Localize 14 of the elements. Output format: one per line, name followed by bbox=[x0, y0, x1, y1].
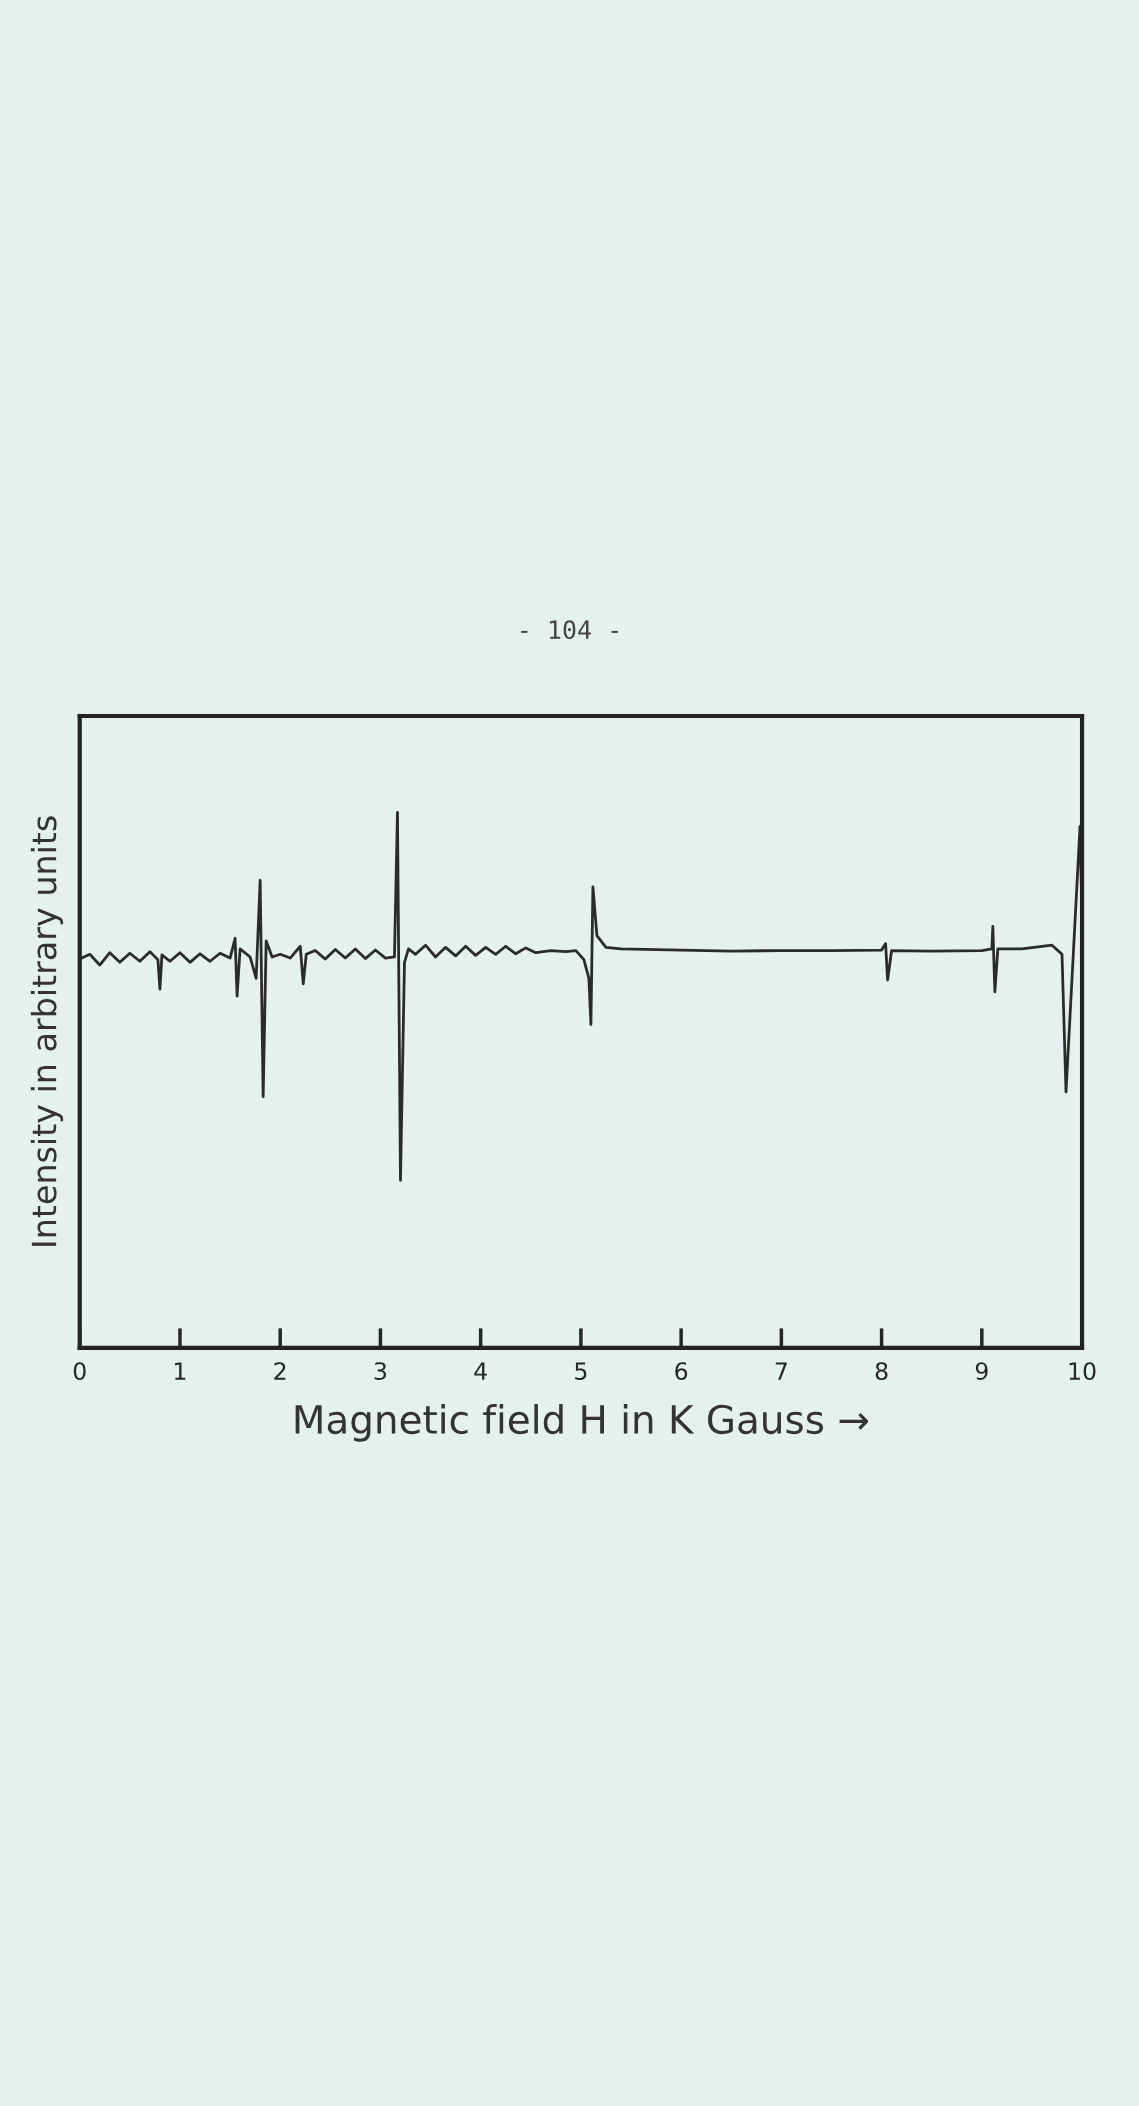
x-tick-label: 8 bbox=[875, 1362, 888, 1381]
x-tick-label: 9 bbox=[975, 1362, 988, 1381]
x-axis-title: Magnetic field H in K Gauss → bbox=[295, 1404, 869, 1442]
x-tick-label: 5 bbox=[575, 1362, 587, 1381]
x-tick-label: 10 bbox=[1069, 1362, 1096, 1381]
x-tick-label: 3 bbox=[374, 1362, 387, 1381]
x-tick-label: 6 bbox=[675, 1362, 688, 1381]
y-axis-title: Intensity in arbitrary units bbox=[30, 816, 64, 1246]
x-tick-label: 7 bbox=[775, 1362, 787, 1380]
x-tick-label: 0 bbox=[73, 1362, 86, 1381]
x-tick-label: 1 bbox=[175, 1362, 186, 1380]
x-tick-label: 4 bbox=[474, 1362, 487, 1380]
x-tick-label: 2 bbox=[274, 1362, 286, 1380]
text: - 104 - bbox=[521, 620, 618, 640]
